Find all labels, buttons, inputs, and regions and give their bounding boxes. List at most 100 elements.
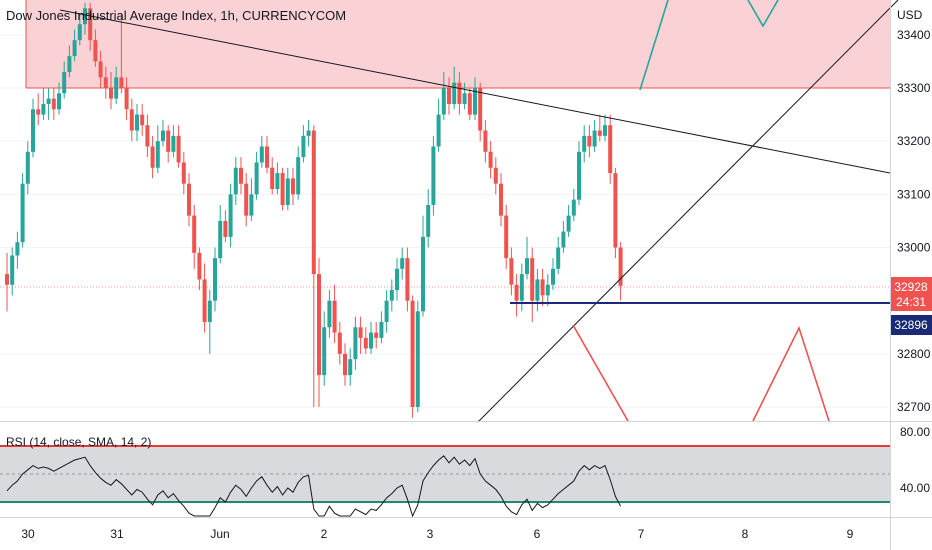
candle-body — [587, 135, 592, 147]
candle-body — [545, 284, 550, 296]
rsi-lower-label: 40.00 — [900, 481, 930, 495]
candle-body — [176, 135, 181, 163]
candle-body — [421, 236, 425, 312]
candle-body — [15, 242, 20, 256]
candle-body — [285, 178, 290, 205]
candle-body — [306, 130, 311, 136]
level-price-badge — [891, 315, 932, 335]
candle-body — [57, 93, 61, 110]
candle-body — [291, 178, 295, 195]
price-axis-tick-label: 33000 — [897, 241, 931, 255]
candle-body — [452, 82, 457, 104]
candle-body — [25, 151, 30, 184]
candle-body — [135, 114, 139, 131]
candle-body — [363, 337, 368, 349]
candle-body — [254, 162, 259, 195]
candle-body — [483, 130, 488, 152]
candle-body — [540, 279, 545, 296]
candle-body — [400, 258, 405, 269]
candle-body — [499, 183, 503, 216]
candle-body — [129, 109, 134, 131]
last-price-badge — [891, 277, 932, 311]
candle-body — [228, 194, 233, 237]
resistance-zone — [26, 0, 890, 88]
candle-body — [322, 327, 327, 376]
candle-body — [488, 151, 493, 168]
candle-body — [369, 332, 373, 349]
candle-body — [467, 93, 472, 115]
green-projection-line[interactable] — [639, 0, 669, 91]
candle-body — [218, 220, 223, 259]
candle-body — [613, 173, 618, 248]
descending-trendline[interactable] — [59, 9, 891, 174]
candle-body — [275, 173, 280, 190]
candle-body — [88, 8, 93, 41]
candle-body — [493, 167, 498, 184]
price-axis-tick-label: 32700 — [897, 400, 931, 414]
x-axis-labels: 30 31 Jun 2 3 6 7 8 9 — [21, 527, 853, 541]
candle-body — [525, 258, 529, 275]
candle-body — [561, 231, 566, 248]
candle-body — [83, 8, 87, 25]
time-axis-tick-label: 31 — [110, 527, 124, 541]
candle-body — [457, 82, 462, 104]
candle-body — [207, 300, 212, 322]
rsi-upper-label: 80.00 — [900, 425, 930, 439]
candle-body — [265, 146, 269, 168]
candle-body — [431, 146, 436, 205]
candle-body — [223, 220, 228, 237]
candle-body — [436, 114, 441, 147]
candle-body — [473, 88, 477, 115]
candle-body — [577, 151, 581, 200]
candle-body — [426, 204, 431, 237]
candle-body — [202, 279, 207, 322]
time-axis-tick-label: 3 — [427, 527, 434, 541]
candle-body — [556, 247, 561, 269]
time-axis-tick-label: 7 — [638, 527, 645, 541]
price-axis-tick-label: 33400 — [897, 28, 931, 42]
candle-body — [181, 162, 186, 184]
candle-body — [140, 114, 145, 126]
candle-body — [571, 199, 576, 216]
candle-body — [582, 135, 587, 152]
candle-body — [93, 40, 98, 62]
green-projection-line-2[interactable] — [747, 0, 779, 28]
candle-body — [311, 130, 316, 275]
candle-body — [233, 167, 238, 195]
candle-body — [109, 88, 113, 99]
candle-body — [51, 98, 56, 110]
time-axis-tick-label: 30 — [21, 527, 35, 541]
candle-body — [389, 290, 394, 301]
currency-label: USD — [897, 8, 923, 22]
candle-body — [259, 146, 264, 163]
candle-body — [103, 77, 108, 88]
candle-body — [447, 88, 451, 104]
time-axis-tick-label: 2 — [321, 527, 328, 541]
candle-body — [551, 268, 555, 285]
candle-body — [374, 332, 379, 338]
candle-body — [535, 279, 540, 301]
candle-body — [343, 353, 347, 376]
countdown-badge-value: 24:31 — [896, 295, 926, 309]
price-axis-labels[interactable]: 33400 33300 33200 33100 33000 32800 32700 — [897, 28, 931, 414]
candle-body — [384, 300, 389, 322]
candle-body — [197, 252, 202, 280]
price-axis-tick-label: 33100 — [897, 187, 931, 201]
candle-body — [509, 258, 514, 285]
candle-body — [519, 274, 524, 301]
red-projection-line[interactable] — [572, 324, 629, 422]
last-price-badge-value: 32928 — [894, 280, 928, 294]
candle-body — [514, 284, 519, 301]
candle-body — [171, 135, 176, 152]
candle-body — [244, 183, 249, 216]
red-projection-peak[interactable] — [752, 325, 830, 422]
candle-body — [114, 77, 119, 99]
candle-body — [280, 173, 285, 205]
rsi-indicator-label[interactable]: RSI (14, close, SMA, 14, 2) — [6, 435, 152, 449]
candle-body — [124, 88, 129, 110]
candle-body — [317, 274, 321, 376]
ascending-trendline[interactable] — [477, 0, 899, 423]
candle-body — [192, 215, 197, 253]
candle-body — [441, 88, 446, 115]
